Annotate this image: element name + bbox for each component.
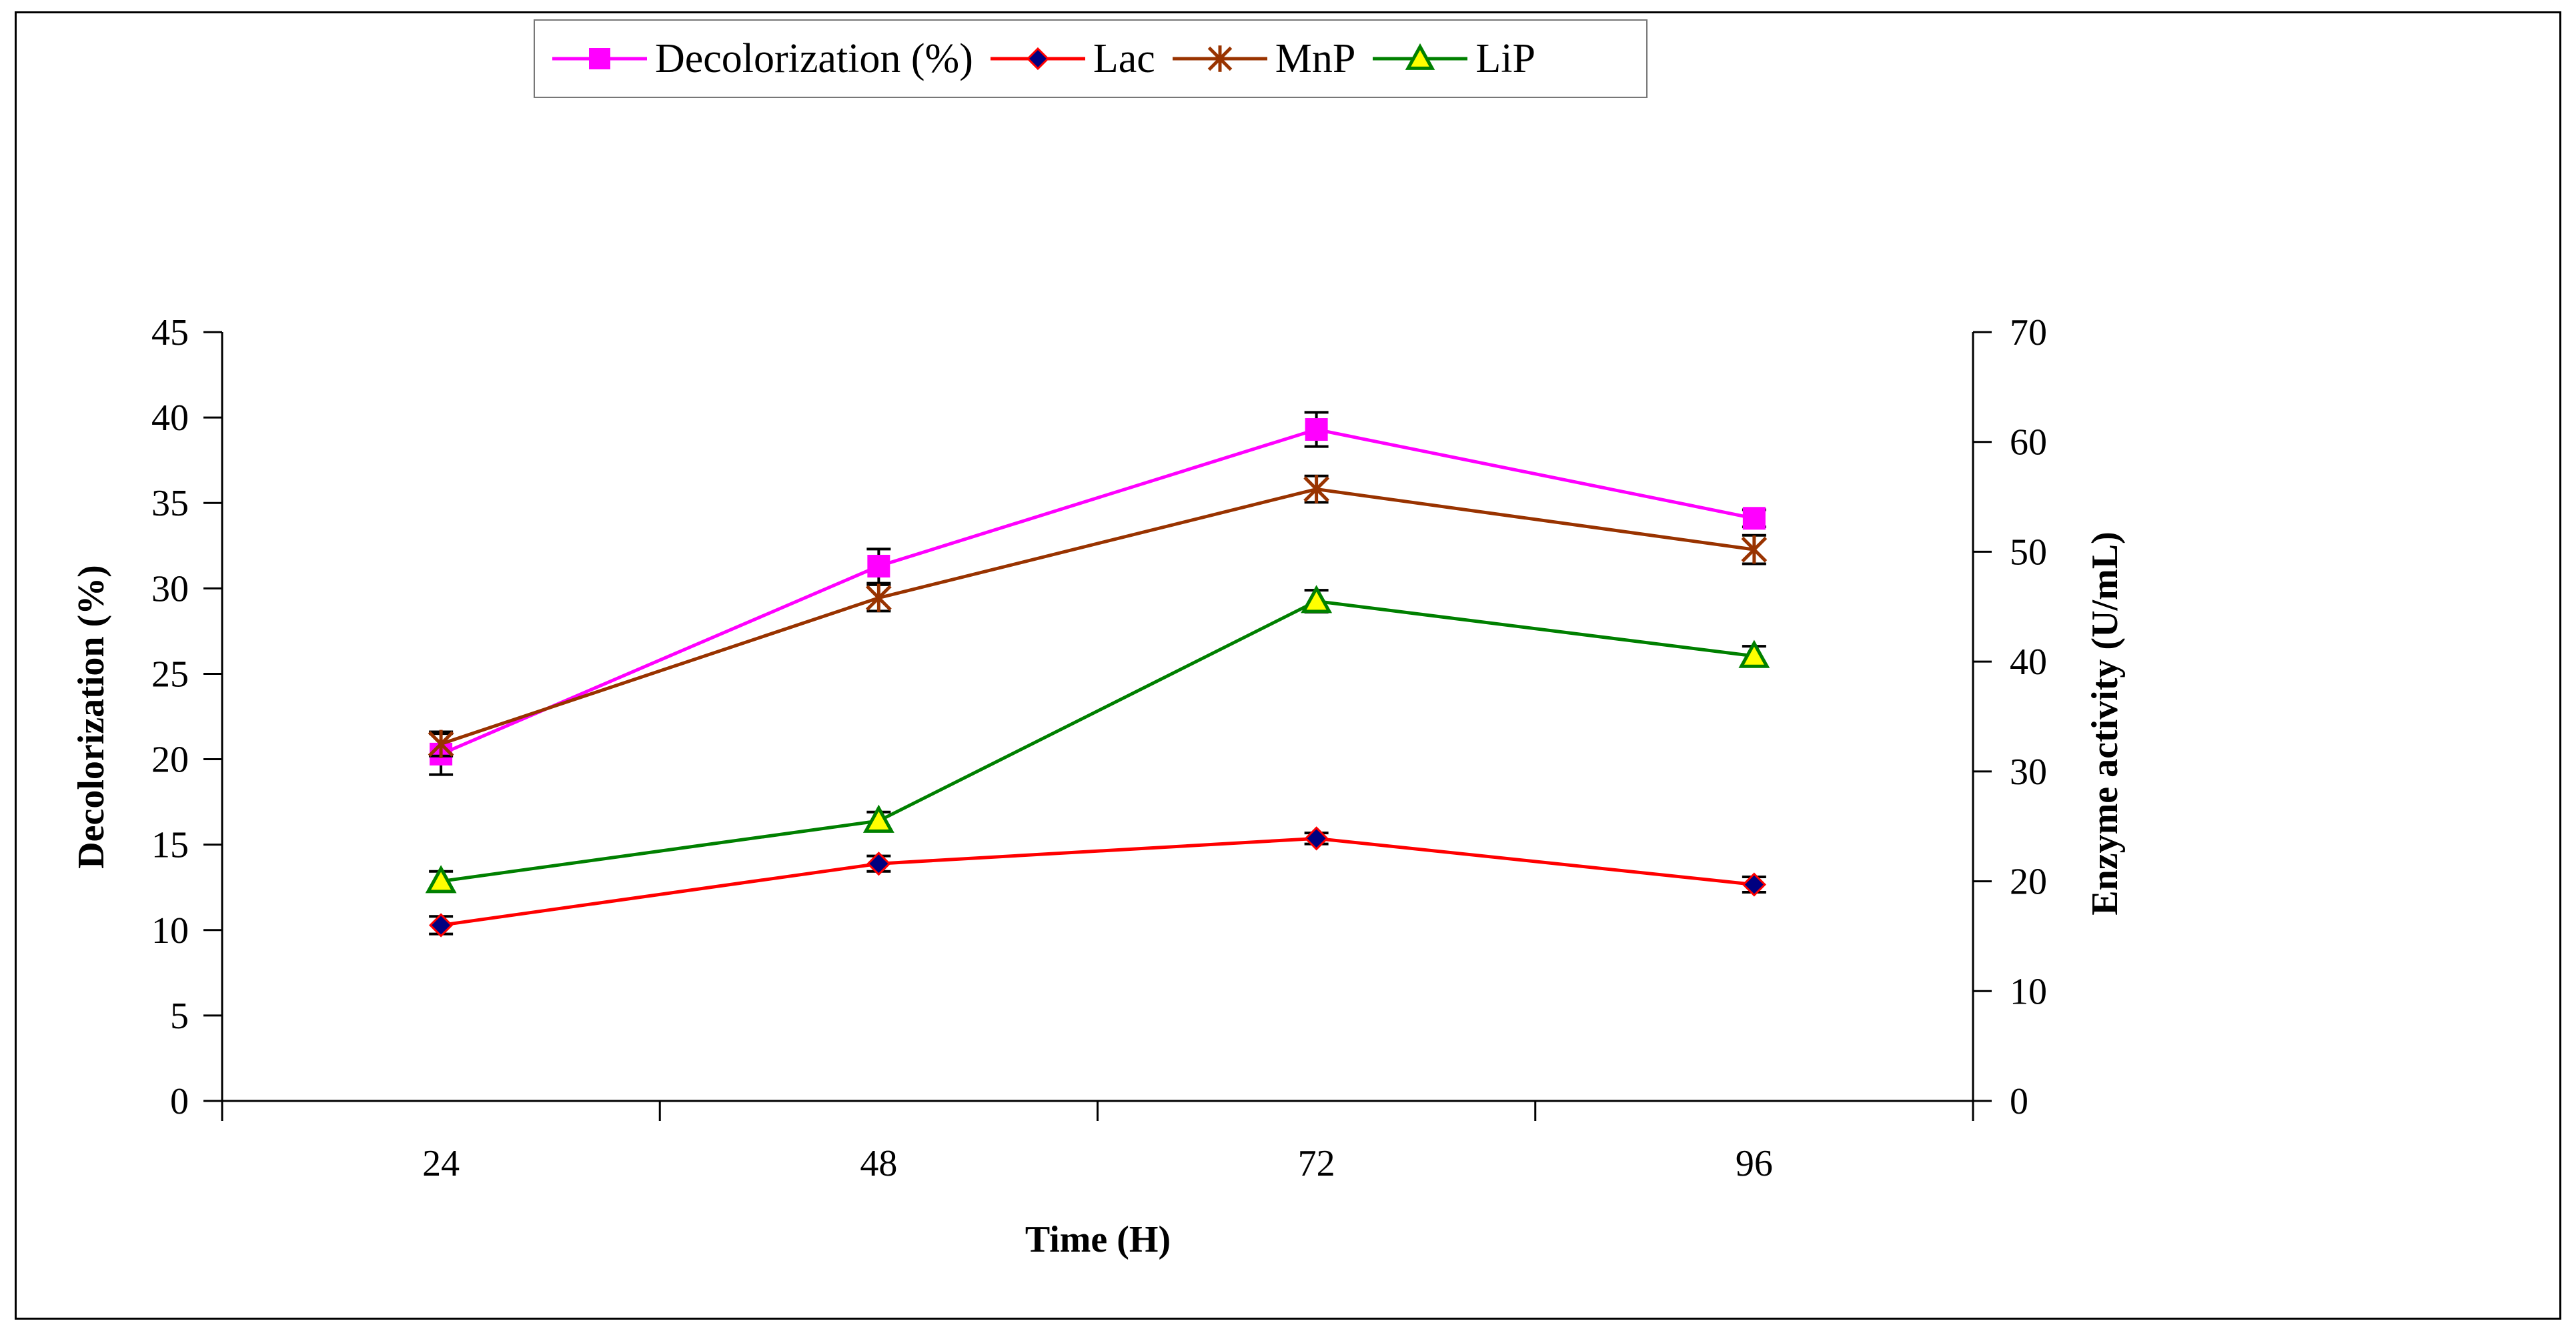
chart-frame	[15, 11, 2561, 1320]
y-right-tick-label: 70	[2010, 312, 2047, 353]
legend-swatch	[990, 47, 1085, 71]
x-axis-title: Time (H)	[1025, 1219, 1171, 1260]
legend-marker	[1026, 47, 1049, 71]
data-point	[428, 730, 454, 758]
axes: 24 48 72 96 0 5 10 15 20 25 30 35 40 45 0 10 20 30 40 50 60 7…	[151, 312, 2047, 1184]
y-right-tick-label: 20	[2010, 862, 2047, 903]
series-decolorization	[429, 411, 1766, 776]
data-point	[1742, 507, 1766, 530]
y-right-tick-label: 50	[2010, 531, 2047, 573]
data-point	[1742, 872, 1766, 897]
y-left-tick-label: 45	[151, 312, 189, 353]
y-left-tick-label: 25	[151, 653, 189, 695]
legend-marker	[589, 48, 610, 69]
y-left-tick-label: 30	[151, 568, 189, 609]
series-layer	[425, 411, 1770, 938]
legend-swatch	[1172, 45, 1267, 72]
y-right-tick-label: 0	[2010, 1081, 2028, 1122]
legend-label: MnP	[1275, 35, 1356, 81]
data-point	[862, 804, 894, 833]
y-right-tick-label: 30	[2010, 752, 2047, 793]
y-axis-left-title: Decolorization (%)	[71, 565, 112, 869]
legend-label: Decolorization (%)	[655, 35, 973, 81]
series-line	[440, 487, 1755, 746]
data-point	[866, 583, 892, 612]
data-point	[1741, 535, 1768, 564]
legend: Decolorization (%) Lac MnP LiP	[534, 19, 1648, 98]
y-left-tick-label: 20	[151, 740, 189, 781]
legend-swatch	[1373, 43, 1468, 70]
y-left-tick-label: 40	[151, 397, 189, 439]
legend-label: Lac	[1093, 35, 1155, 81]
series-line	[440, 427, 1755, 756]
data-point	[429, 913, 454, 938]
series-line	[440, 836, 1755, 927]
legend-item: Lac	[988, 35, 1155, 83]
data-point	[1303, 475, 1329, 503]
data-point	[1305, 418, 1328, 441]
series-lac	[429, 826, 1766, 938]
data-point	[866, 852, 891, 876]
data-point	[425, 865, 457, 894]
series-mnp	[428, 474, 1768, 758]
data-point	[1304, 826, 1329, 851]
y-right-tick-label: 10	[2010, 971, 2047, 1012]
legend-item: MnP	[1170, 35, 1356, 83]
data-point	[1301, 585, 1333, 613]
data-point	[1738, 639, 1770, 668]
series-line	[440, 599, 1755, 884]
y-left-tick-label: 10	[151, 910, 189, 952]
x-tick-label: 24	[422, 1143, 460, 1184]
y-left-tick-label: 0	[170, 1081, 189, 1122]
y-right-tick-label: 40	[2010, 641, 2047, 683]
x-tick-label: 72	[1298, 1143, 1335, 1184]
x-tick-label: 96	[1736, 1143, 1773, 1184]
data-point	[867, 555, 890, 578]
y-left-tick-label: 15	[151, 825, 189, 866]
legend-marker	[1207, 45, 1233, 72]
legend-marker	[1405, 43, 1435, 70]
legend-item: LiP	[1370, 35, 1535, 83]
legend-item: Decolorization (%)	[550, 35, 973, 83]
series-lip	[425, 585, 1770, 894]
y-left-tick-label: 35	[151, 483, 189, 524]
legend-swatch	[552, 48, 647, 69]
x-tick-label: 48	[860, 1143, 897, 1184]
legend-label: LiP	[1475, 35, 1535, 81]
y-left-tick-label: 5	[170, 996, 189, 1037]
y-axis-right-title: Enzyme activity (U/mL)	[2084, 531, 2126, 915]
y-right-tick-label: 60	[2010, 422, 2047, 463]
